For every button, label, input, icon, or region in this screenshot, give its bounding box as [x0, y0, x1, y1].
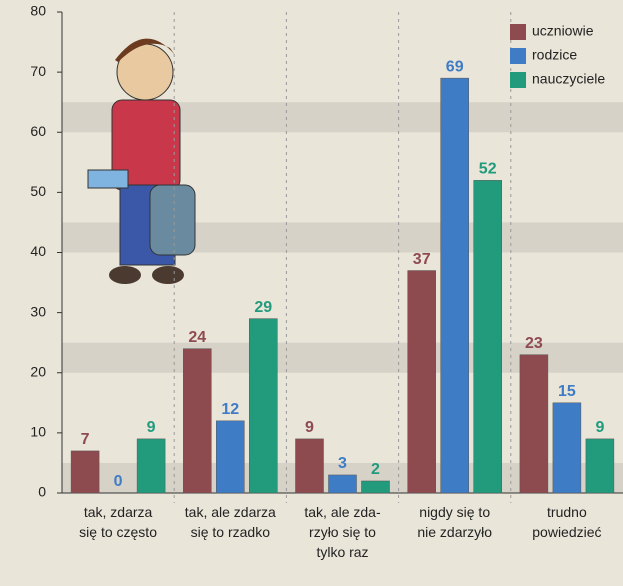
value-label: 3	[338, 455, 347, 472]
y-tick-label: 70	[30, 63, 46, 79]
legend-label: rodzice	[532, 47, 577, 63]
value-label: 12	[221, 401, 239, 418]
value-label: 7	[81, 431, 90, 448]
value-label: 9	[595, 419, 604, 436]
legend-swatch	[510, 24, 526, 40]
bar	[362, 481, 390, 493]
bar	[216, 421, 244, 493]
value-label: 9	[147, 419, 156, 436]
bar	[296, 439, 324, 493]
bar	[408, 271, 436, 493]
y-tick-label: 50	[30, 183, 46, 199]
bar	[329, 475, 357, 493]
bar	[520, 355, 548, 493]
legend-label: uczniowie	[532, 23, 594, 39]
legend-label: nauczyciele	[532, 71, 605, 87]
bar	[586, 439, 614, 493]
background	[0, 0, 623, 586]
value-label: 0	[114, 473, 123, 490]
value-label: 2	[371, 461, 380, 478]
bar	[71, 451, 99, 493]
legend-swatch	[510, 48, 526, 64]
bar	[474, 180, 502, 493]
value-label: 23	[525, 335, 543, 352]
bar	[183, 349, 211, 493]
value-label: 37	[413, 251, 431, 268]
y-tick-label: 30	[30, 303, 46, 319]
value-label: 9	[305, 419, 314, 436]
legend-swatch	[510, 72, 526, 88]
y-tick-label: 80	[30, 3, 46, 19]
value-label: 52	[479, 161, 497, 178]
value-label: 24	[188, 329, 206, 346]
y-tick-label: 0	[38, 484, 46, 500]
chart: 01020304050607080tak, zdarzasię to częst…	[0, 0, 623, 586]
bar	[553, 403, 581, 493]
y-tick-label: 20	[30, 363, 46, 379]
value-label: 69	[446, 58, 464, 75]
y-tick-label: 10	[30, 424, 46, 440]
bar	[441, 78, 469, 493]
y-tick-label: 60	[30, 123, 46, 139]
value-label: 29	[254, 299, 272, 316]
bar	[249, 319, 277, 493]
bar	[137, 439, 165, 493]
value-label: 15	[558, 383, 576, 400]
y-tick-label: 40	[30, 243, 46, 259]
